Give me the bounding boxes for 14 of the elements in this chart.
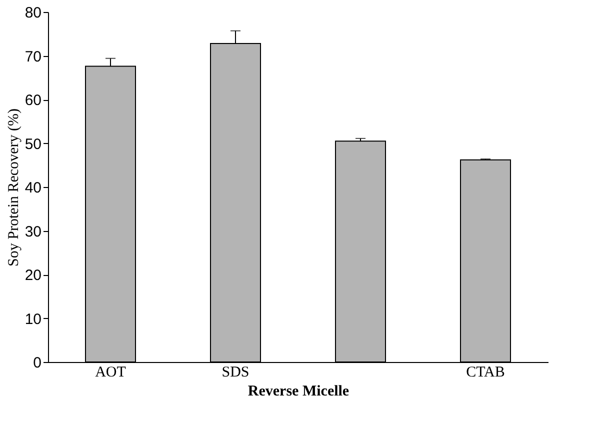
y-axis-title: Soy Protein Recovery (%) — [6, 108, 22, 266]
y-tick-label: 70 — [24, 48, 42, 66]
x-tick-label: CTAB — [466, 364, 505, 380]
y-tick-label: 30 — [24, 223, 42, 240]
y-tick-label: 0 — [33, 354, 42, 372]
y-tick-label: 10 — [24, 310, 42, 328]
y-tick-label: 50 — [24, 136, 42, 153]
y-tick-label: 20 — [24, 267, 42, 284]
x-tick-label: SDS — [222, 364, 250, 380]
x-tick-label: AOT — [95, 364, 126, 380]
x-axis-title: Reverse Micelle — [248, 384, 350, 400]
y-tick-label: 60 — [24, 92, 42, 109]
y-tick-label: 40 — [24, 180, 42, 196]
y-tick-label: 80 — [24, 4, 42, 22]
